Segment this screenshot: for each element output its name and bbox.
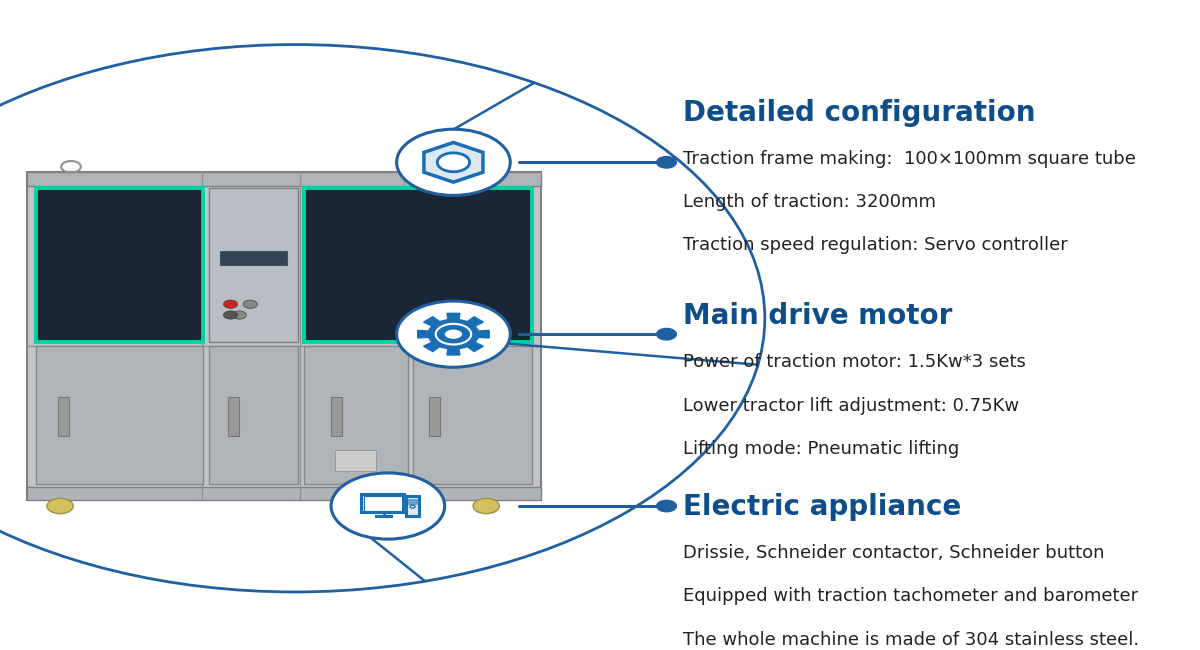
Circle shape — [437, 153, 469, 172]
Bar — [220, 251, 287, 265]
Bar — [58, 397, 68, 436]
Text: Traction frame making:  100×100mm square tube: Traction frame making: 100×100mm square … — [683, 150, 1135, 168]
Circle shape — [223, 300, 238, 308]
Bar — [304, 346, 408, 484]
Bar — [331, 397, 342, 436]
Bar — [364, 496, 402, 511]
Text: The whole machine is made of 304 stainless steel.: The whole machine is made of 304 stainle… — [683, 630, 1139, 649]
Bar — [28, 172, 541, 500]
Bar — [36, 188, 203, 343]
Bar — [361, 495, 404, 512]
Text: Equipped with traction tachometer and barometer: Equipped with traction tachometer and ba… — [683, 588, 1138, 606]
Bar — [430, 397, 440, 436]
Text: Length of traction: 3200mm: Length of traction: 3200mm — [683, 193, 936, 211]
Circle shape — [473, 499, 499, 514]
Text: Lower tractor lift adjustment: 0.75Kw: Lower tractor lift adjustment: 0.75Kw — [683, 396, 1019, 415]
Circle shape — [656, 500, 677, 512]
Bar — [408, 502, 418, 504]
Text: Traction speed regulation: Servo controller: Traction speed regulation: Servo control… — [683, 236, 1068, 254]
Circle shape — [244, 300, 257, 308]
Bar — [406, 496, 420, 515]
Circle shape — [397, 301, 510, 367]
Bar — [335, 450, 377, 471]
Circle shape — [444, 328, 463, 340]
Bar — [228, 397, 239, 436]
Bar — [304, 188, 532, 343]
Text: Main drive motor: Main drive motor — [683, 302, 953, 330]
Circle shape — [47, 499, 73, 514]
Bar — [408, 499, 418, 500]
Circle shape — [232, 311, 246, 319]
Bar — [36, 346, 203, 484]
Bar — [209, 188, 299, 343]
Circle shape — [331, 473, 445, 539]
Bar — [361, 495, 404, 512]
Circle shape — [656, 157, 677, 168]
Text: Drissie, Schneider contactor, Schneider button: Drissie, Schneider contactor, Schneider … — [683, 544, 1104, 562]
Circle shape — [410, 505, 415, 508]
Polygon shape — [424, 142, 482, 182]
Circle shape — [397, 129, 510, 196]
Text: Lifting mode: Pneumatic lifting: Lifting mode: Pneumatic lifting — [683, 440, 959, 458]
Text: Detailed configuration: Detailed configuration — [683, 99, 1036, 127]
Bar — [406, 496, 420, 515]
Text: Power of traction motor: 1.5Kw*3 sets: Power of traction motor: 1.5Kw*3 sets — [683, 353, 1026, 371]
Bar — [413, 346, 532, 484]
Text: Electric appliance: Electric appliance — [683, 493, 961, 521]
Bar — [28, 172, 541, 186]
Circle shape — [656, 328, 677, 340]
Bar — [209, 346, 299, 484]
Polygon shape — [418, 313, 490, 355]
Bar — [28, 487, 541, 500]
Circle shape — [223, 311, 238, 319]
